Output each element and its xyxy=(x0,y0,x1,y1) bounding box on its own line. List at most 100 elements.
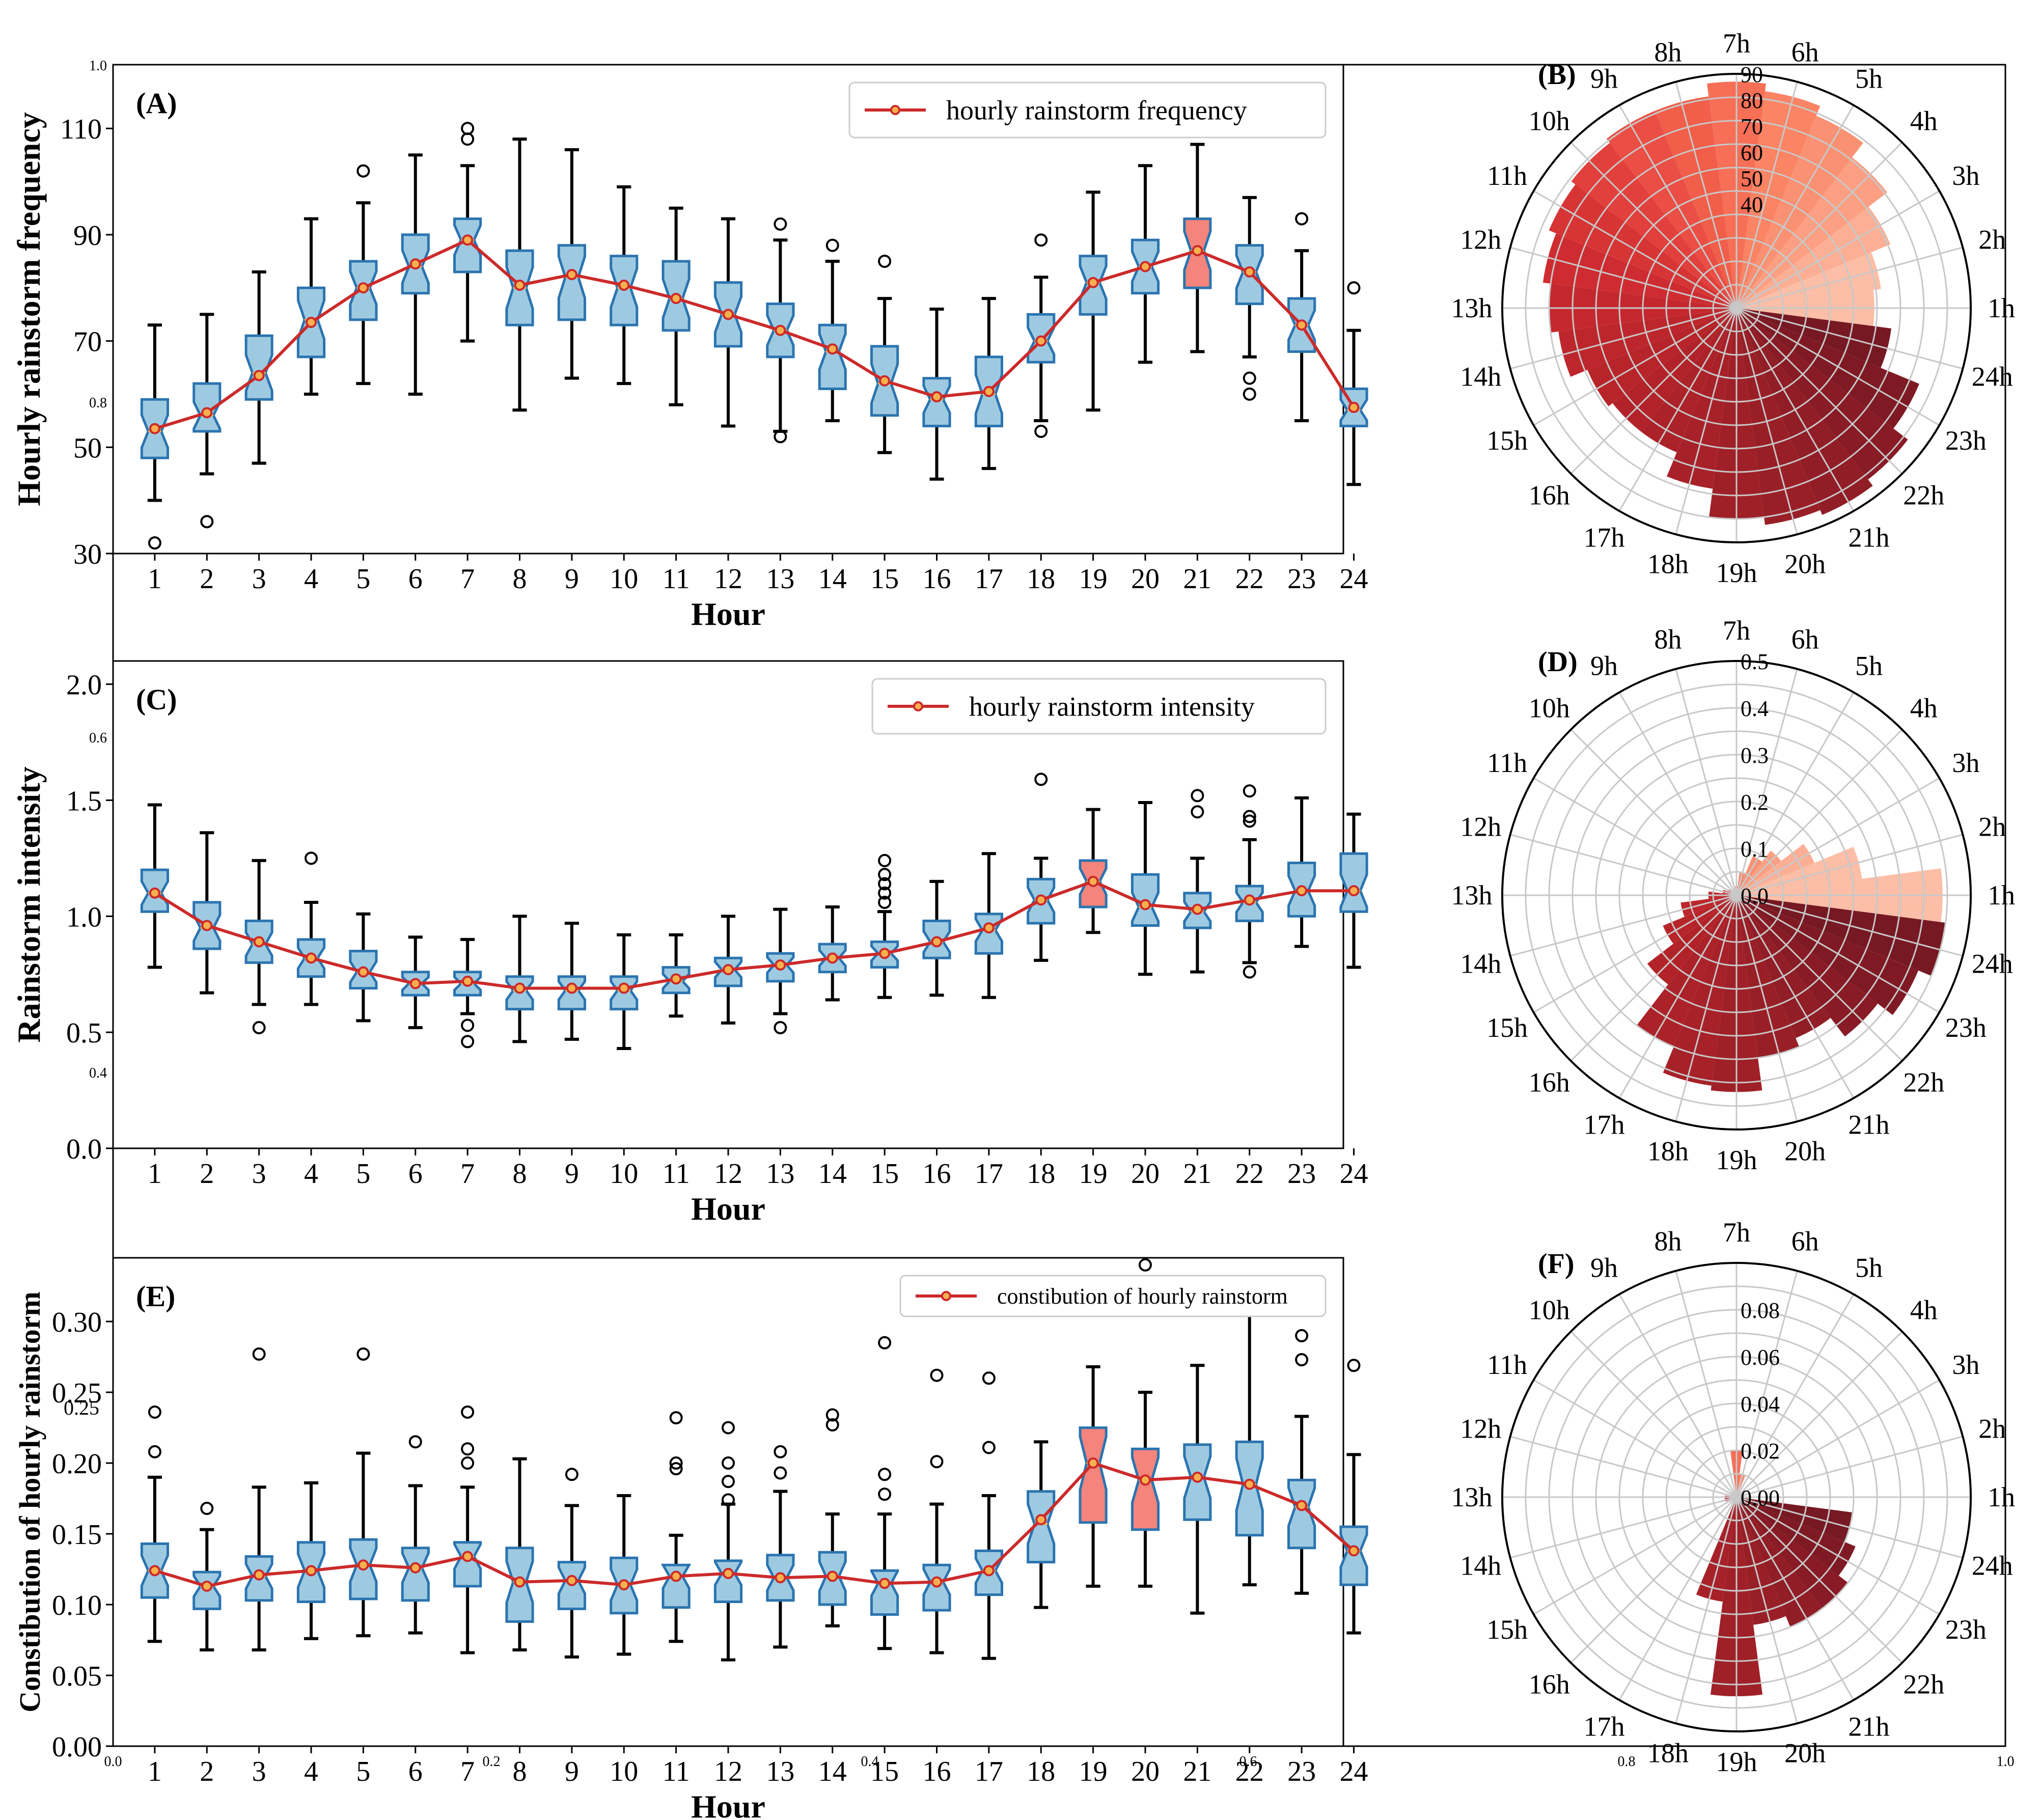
polar-grid-spoke xyxy=(1570,1496,1738,1664)
trend-point xyxy=(1035,894,1047,906)
x-tick-label: 16 xyxy=(922,563,951,595)
trend-point xyxy=(670,1570,682,1582)
hour-label: 14h xyxy=(1460,1551,1501,1581)
hour-label: 19h xyxy=(1716,558,1757,588)
trend-point xyxy=(618,280,630,291)
hour-label: 15h xyxy=(1486,425,1528,456)
flier-point xyxy=(1034,233,1048,247)
flier-point xyxy=(200,515,214,529)
trend-point xyxy=(1348,1545,1360,1557)
hour-label: 23h xyxy=(1945,1012,1987,1043)
trend-point xyxy=(983,385,995,397)
flier-point xyxy=(305,851,318,865)
x-tick-label: 8 xyxy=(513,1756,527,1787)
flier-point xyxy=(878,886,892,900)
flier-point xyxy=(1243,965,1256,979)
stray-tick-0.8: 0.8 xyxy=(89,395,107,411)
x-tick-label: 9 xyxy=(565,1756,579,1787)
x-tick-label: 5 xyxy=(356,1756,370,1787)
x-tick-label: 6 xyxy=(408,563,423,595)
y-tick-label: 70 xyxy=(73,326,102,358)
hour-label: 12h xyxy=(1460,224,1501,255)
hour-label: 6h xyxy=(1791,1226,1819,1257)
polar-grid-spoke xyxy=(1570,1331,1738,1498)
trend-point xyxy=(1192,245,1203,257)
box xyxy=(244,334,273,401)
y-axis-label: Constibution of hourly rainstorm xyxy=(13,1291,46,1713)
flier-point xyxy=(1138,1258,1152,1272)
box xyxy=(1339,852,1368,913)
hour-label: 23h xyxy=(1945,1614,1987,1645)
hour-label: 22h xyxy=(1903,1669,1944,1700)
hour-label: 20h xyxy=(1784,1136,1826,1166)
y-tick-label: 90 xyxy=(73,220,102,252)
box xyxy=(1287,1478,1316,1550)
trend-point xyxy=(826,343,838,355)
hour-label: 14h xyxy=(1460,362,1501,392)
flier-point xyxy=(825,1418,839,1432)
polar-grid-spoke xyxy=(1736,894,1940,1013)
x-tick-label: 22 xyxy=(1235,563,1264,595)
r-tick-label: 0.00 xyxy=(1741,1485,1780,1510)
x-tick-label: 9 xyxy=(565,1158,579,1190)
polar-bar xyxy=(1736,846,1862,895)
polar-bar xyxy=(1736,895,1946,976)
polar-bar xyxy=(1736,308,1821,525)
polar-grid-spoke xyxy=(1675,81,1738,309)
x-tick-label: 18 xyxy=(1027,1158,1055,1190)
hour-label: 13h xyxy=(1451,293,1493,323)
trend-point xyxy=(149,887,160,899)
x-tick-label: 8 xyxy=(513,1158,527,1190)
polar-grid-spoke xyxy=(1736,1496,1940,1615)
hour-label: 24h xyxy=(1972,362,2013,392)
hour-label: 8h xyxy=(1654,37,1681,68)
hour-label: 24h xyxy=(1972,949,2013,979)
polar-grid-spoke xyxy=(1570,142,1738,309)
polar-bar xyxy=(1663,895,1736,944)
polar-grid-spoke xyxy=(1736,246,1963,309)
hour-label: 6h xyxy=(1791,624,1819,655)
polar-bar xyxy=(1558,308,1736,377)
flier-point xyxy=(878,895,892,909)
r-tick-label: 0.5 xyxy=(1741,649,1769,674)
panel-D: 0.00.10.20.30.40.51h2h3h4h5h6h7h8h9h10h1… xyxy=(1451,615,2016,1175)
flier-point xyxy=(878,1336,892,1349)
y-tick-label: 110 xyxy=(60,114,102,145)
polar-grid-spoke xyxy=(1618,895,1738,1099)
y-tick-label: 1.0 xyxy=(66,901,102,933)
trend-point xyxy=(618,982,630,994)
hour-label: 16h xyxy=(1529,1669,1570,1700)
polar-grid-spoke xyxy=(1618,104,1738,309)
hour-label: 5h xyxy=(1855,651,1883,681)
hour-label: 7h xyxy=(1723,28,1750,59)
box xyxy=(974,913,1003,955)
x-tick-label: 7 xyxy=(460,1756,475,1787)
x-axis-label: Hour xyxy=(691,596,765,632)
x-axis-label: Hour xyxy=(691,1191,765,1227)
flier-point xyxy=(774,430,787,444)
hour-label: 13h xyxy=(1451,880,1493,911)
hour-label: 2h xyxy=(1978,1413,2006,1444)
flier-point xyxy=(982,1441,996,1454)
polar-bar xyxy=(1655,96,1736,308)
trend-point xyxy=(462,1551,474,1562)
trend-point xyxy=(462,234,474,246)
stray-tick-bottom-0.6: 0.6 xyxy=(1239,1754,1257,1770)
polar-grid-spoke xyxy=(1735,729,1903,896)
polar-grid-spoke xyxy=(1510,246,1737,309)
hour-label: 18h xyxy=(1647,1738,1689,1768)
hour-label: 1h xyxy=(1988,1482,2015,1512)
hour-label: 11h xyxy=(1487,160,1527,191)
hour-label: 9h xyxy=(1590,64,1618,94)
hour-label: 14h xyxy=(1460,949,1501,979)
polar-grid-spoke xyxy=(1735,1293,1855,1498)
trend-point xyxy=(201,1580,213,1592)
y-tick-label: 0.5 xyxy=(66,1017,102,1049)
hour-label: 17h xyxy=(1584,1109,1625,1140)
x-tick-label: 23 xyxy=(1287,1756,1316,1787)
flier-point xyxy=(930,1368,944,1382)
trend-point xyxy=(1192,903,1203,915)
flier-point xyxy=(878,255,892,268)
trend-point xyxy=(1087,1457,1099,1469)
